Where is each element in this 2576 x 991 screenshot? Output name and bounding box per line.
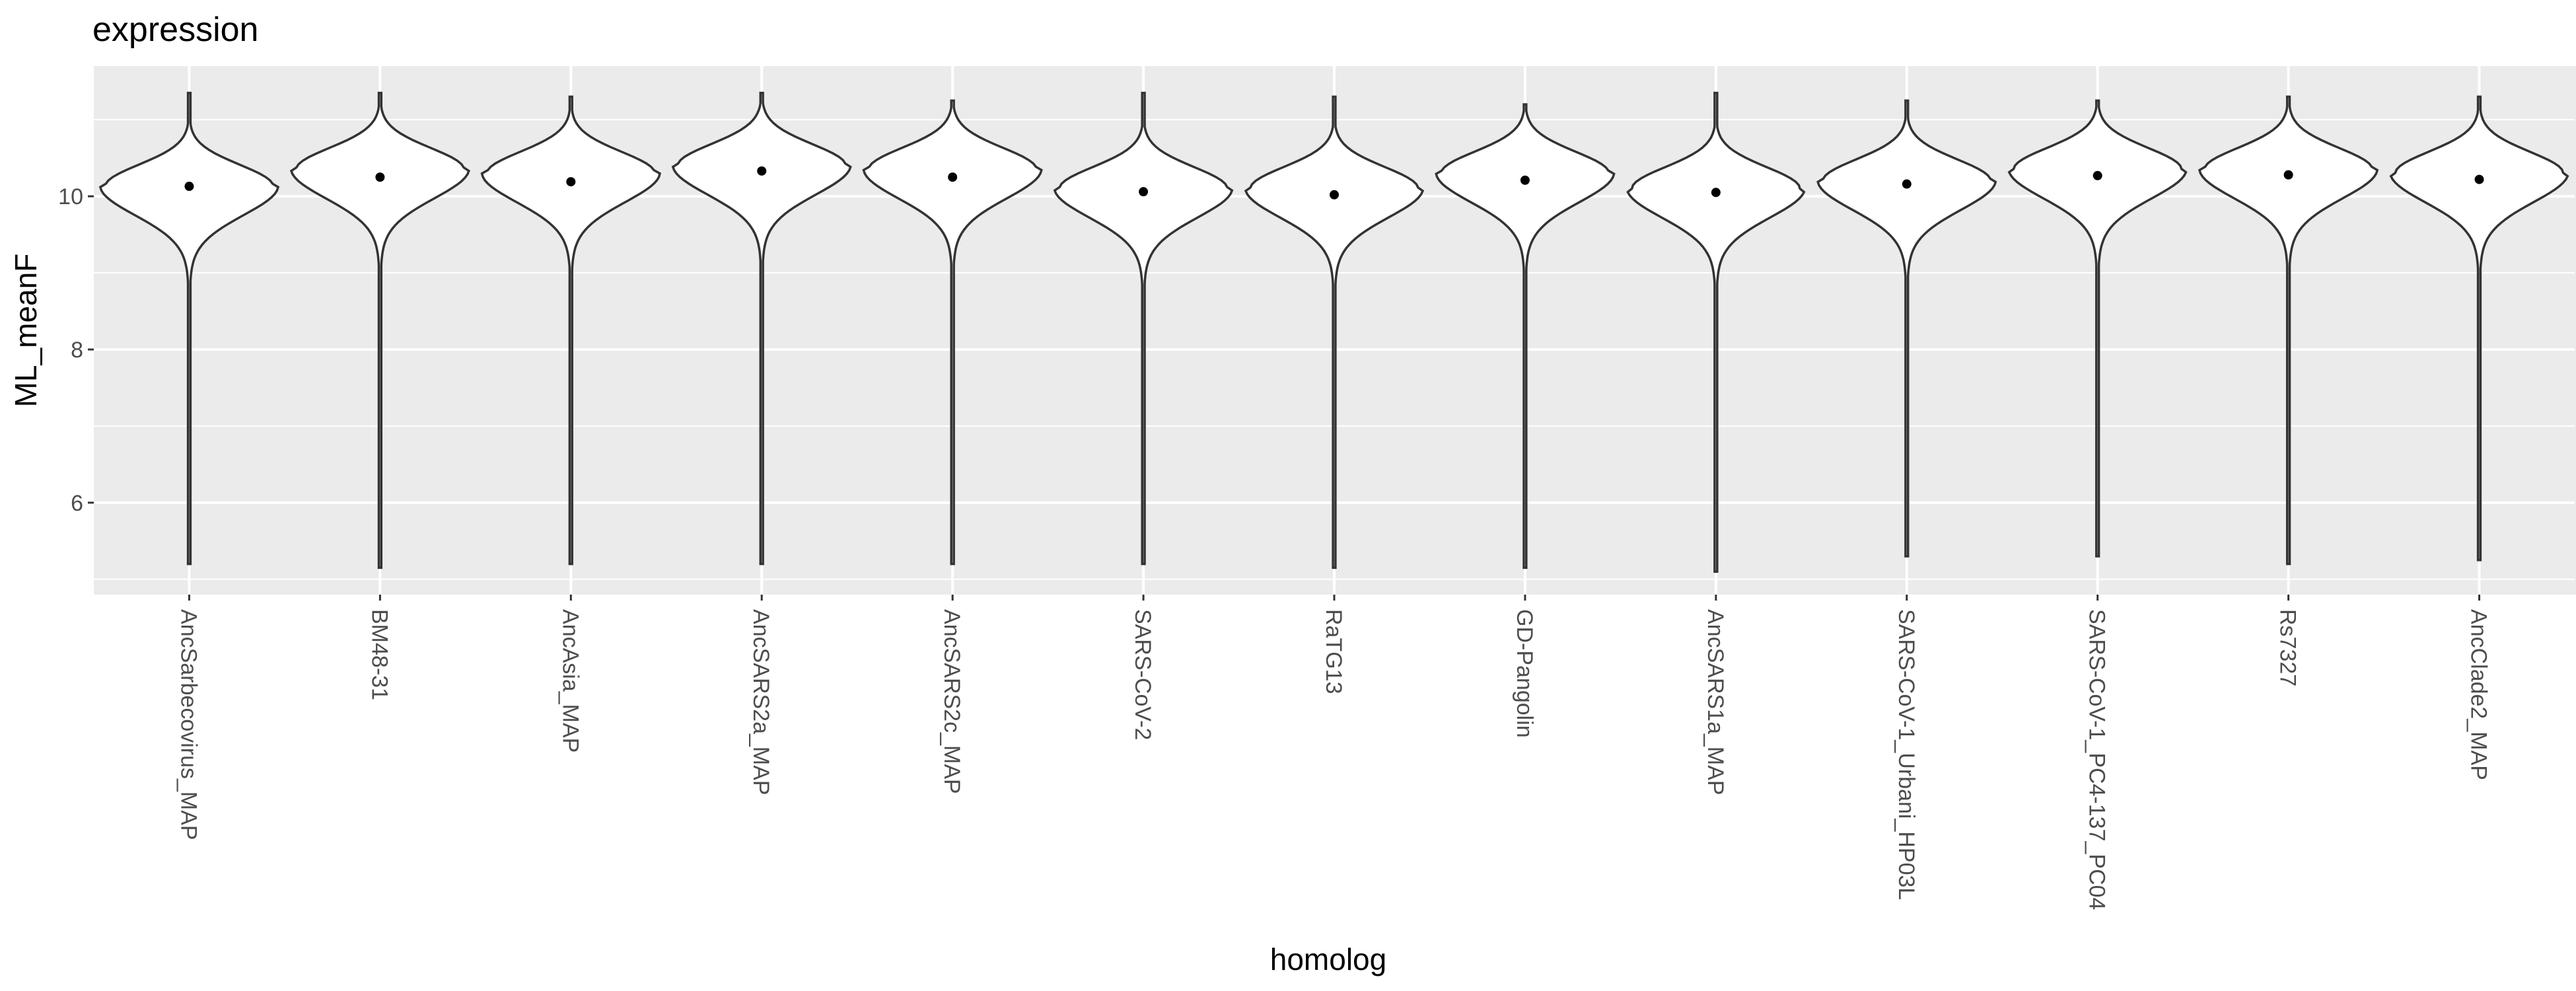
violin-layer bbox=[98, 91, 2569, 573]
violin-RaTG13 bbox=[1244, 95, 1425, 569]
mean-point-GD-Pangolin bbox=[1520, 175, 1530, 185]
x-tick-label: SARS-CoV-1_Urbani_HP03L bbox=[1894, 609, 1919, 900]
chart-title: expression bbox=[92, 11, 258, 49]
y-axis-title: ML_meanF bbox=[9, 254, 43, 408]
violin-GD-Pangolin bbox=[1435, 103, 1616, 569]
x-tick-label: SARS-CoV-1_PC4-137_PC04 bbox=[2085, 609, 2110, 910]
y-axis: 6 8 10 bbox=[58, 184, 94, 516]
violin-AncSARS1a_MAP bbox=[1626, 91, 1806, 573]
mean-point-AncClade2_MAP bbox=[2474, 174, 2484, 184]
mean-point-Rs7327 bbox=[2283, 170, 2293, 180]
y-tick-label: 10 bbox=[58, 184, 83, 209]
x-tick-label: AncClade2_MAP bbox=[2466, 609, 2491, 780]
mean-point-AncSARS2a_MAP bbox=[757, 166, 767, 176]
x-tick-label: BM48-31 bbox=[367, 609, 392, 700]
x-tick-label: AncAsia_MAP bbox=[557, 609, 583, 752]
y-tick-label: 8 bbox=[71, 338, 83, 363]
x-tick-label: AncSARS1a_MAP bbox=[1703, 609, 1728, 795]
x-tick-label: AncSARS2a_MAP bbox=[748, 609, 773, 795]
mean-point-SARS-CoV-2 bbox=[1139, 187, 1149, 197]
violin-AncSARS2a_MAP bbox=[671, 91, 852, 566]
x-axis: AncSarbecovirus_MAP BM48-31 AncAsia_MAP Anc… bbox=[176, 595, 2491, 910]
violin-SARS-CoV-1_PC4-137_PC04 bbox=[2007, 99, 2188, 558]
mean-point-AncAsia_MAP bbox=[566, 177, 576, 187]
x-tick-label: SARS-CoV-2 bbox=[1130, 609, 1155, 740]
violin-AncClade2_MAP bbox=[2389, 95, 2569, 562]
y-tick-label: 6 bbox=[71, 491, 83, 516]
violin-SARS-CoV-2 bbox=[1053, 91, 1234, 566]
violin-AncAsia_MAP bbox=[480, 95, 662, 566]
mean-point-AncSARS1a_MAP bbox=[1711, 188, 1721, 198]
violin-SARS-CoV-1_Urbani_HP03L bbox=[1816, 99, 1997, 558]
mean-point-AncSARS2c_MAP bbox=[948, 172, 958, 182]
violin-Rs7327 bbox=[2198, 95, 2379, 566]
x-tick-label: GD-Pangolin bbox=[1512, 609, 1537, 738]
x-axis-title: homolog bbox=[1270, 942, 1386, 976]
violin-AncSarbecovirus_MAP bbox=[98, 91, 280, 566]
violin-AncSARS2c_MAP bbox=[862, 99, 1043, 566]
violin-BM48-31 bbox=[289, 91, 470, 569]
x-tick-label: Rs7327 bbox=[2275, 609, 2301, 686]
x-tick-label: AncSarbecovirus_MAP bbox=[176, 609, 201, 840]
mean-point-SARS-CoV-1_Urbani_HP03L bbox=[1902, 179, 1912, 189]
mean-point-RaTG13 bbox=[1330, 190, 1339, 200]
mean-point-BM48-31 bbox=[375, 172, 385, 182]
x-tick-label: AncSARS2c_MAP bbox=[939, 609, 964, 794]
x-tick-label: RaTG13 bbox=[1321, 609, 1346, 694]
mean-point-SARS-CoV-1_PC4-137_PC04 bbox=[2093, 170, 2102, 180]
mean-point-AncSarbecovirus_MAP bbox=[184, 182, 194, 192]
